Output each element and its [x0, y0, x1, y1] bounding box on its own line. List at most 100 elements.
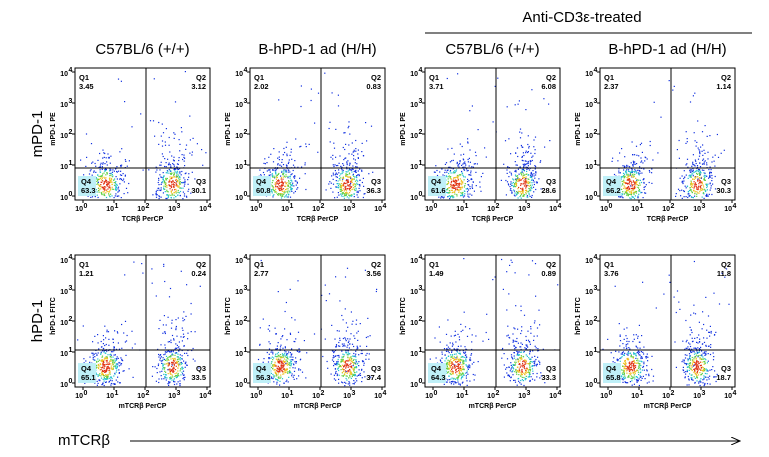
event-dot: [97, 187, 100, 189]
event-dot: [173, 137, 175, 139]
x-tick-exp: 4: [383, 390, 387, 397]
event-dot: [450, 172, 452, 174]
event-dot: [353, 367, 355, 369]
event-dot: [183, 193, 186, 195]
event-dot: [346, 379, 348, 381]
event-dot: [706, 135, 708, 137]
event-dot: [352, 383, 354, 385]
event-dot: [446, 361, 448, 363]
quadrant-name: Q3: [546, 177, 556, 186]
event-dot: [275, 169, 277, 171]
event-dot: [454, 190, 456, 192]
event-dot: [466, 370, 468, 372]
event-dot: [458, 370, 460, 372]
event-dot: [106, 173, 108, 175]
event-dot: [695, 170, 697, 172]
event-dot: [523, 177, 525, 179]
event-dot: [185, 172, 187, 174]
event-dot: [187, 354, 189, 357]
event-dot: [187, 338, 189, 340]
event-dot: [446, 171, 448, 173]
event-dot: [531, 356, 533, 358]
event-dot: [181, 358, 183, 360]
event-dot: [339, 190, 341, 192]
event-dot: [293, 374, 295, 376]
event-dot: [632, 187, 634, 189]
event-dot: [529, 373, 531, 376]
y-tick-base: 10: [60, 289, 68, 296]
event-dot: [631, 184, 633, 186]
event-dot: [724, 276, 726, 278]
event-dot: [513, 379, 515, 381]
event-dot: [110, 356, 112, 358]
event-dot: [289, 191, 291, 193]
event-dot: [345, 175, 347, 177]
event-dot: [531, 174, 533, 176]
event-dot: [358, 354, 360, 356]
event-dot: [531, 368, 534, 370]
event-dot: [513, 364, 515, 366]
event-dot: [533, 322, 536, 324]
event-dot: [275, 188, 277, 190]
event-dot: [620, 178, 622, 180]
event-dot: [356, 345, 358, 347]
event-dot: [469, 367, 471, 369]
event-dot: [113, 361, 115, 363]
event-dot: [161, 370, 163, 372]
event-dot: [338, 369, 340, 372]
event-dot: [173, 358, 175, 360]
event-dot: [101, 175, 103, 177]
event-dot: [101, 371, 103, 373]
event-dot: [346, 162, 348, 164]
event-dot: [104, 325, 106, 327]
event-dot: [167, 158, 169, 160]
event-dot: [115, 186, 117, 188]
event-dot: [507, 183, 509, 185]
event-dot: [283, 369, 285, 371]
event-dot: [455, 382, 457, 384]
event-dot: [714, 165, 716, 167]
quadrant-name: Q2: [546, 260, 556, 269]
event-dot: [702, 379, 704, 381]
event-dot: [453, 172, 455, 174]
event-dot: [107, 366, 109, 368]
event-dot: [433, 171, 435, 173]
event-dot: [451, 368, 453, 370]
y-tick-exp: 2: [244, 129, 248, 136]
event-dot: [506, 181, 509, 183]
event-dot: [503, 353, 505, 355]
y-tick-base: 10: [235, 195, 243, 202]
event-dot: [690, 169, 692, 171]
event-dot: [704, 179, 706, 181]
event-dot: [272, 169, 274, 171]
event-dot: [170, 350, 172, 352]
event-dot: [191, 154, 193, 156]
event-dot: [520, 192, 522, 195]
event-dot: [335, 172, 337, 174]
event-dot: [325, 189, 327, 191]
event-dot: [350, 366, 352, 369]
event-dot: [107, 157, 110, 159]
event-dot: [678, 157, 680, 159]
event-dot: [345, 352, 348, 354]
event-dot: [95, 165, 97, 167]
event-dot: [80, 159, 82, 161]
x-tick-exp: 3: [352, 390, 356, 397]
event-dot: [515, 179, 517, 181]
event-dot: [118, 348, 121, 350]
event-dot: [121, 347, 123, 349]
event-dot: [279, 348, 281, 350]
event-dot: [523, 185, 526, 187]
event-dot: [468, 180, 470, 182]
event-dot: [348, 381, 350, 383]
event-dot: [184, 376, 186, 378]
event-dot: [347, 188, 349, 190]
event-dot: [274, 176, 276, 178]
event-dot: [623, 179, 625, 181]
event-dot: [527, 168, 529, 170]
event-dot: [692, 183, 694, 185]
event-dot: [179, 370, 181, 372]
event-dot: [452, 344, 454, 346]
event-dot: [628, 178, 631, 180]
event-dot: [124, 101, 126, 103]
